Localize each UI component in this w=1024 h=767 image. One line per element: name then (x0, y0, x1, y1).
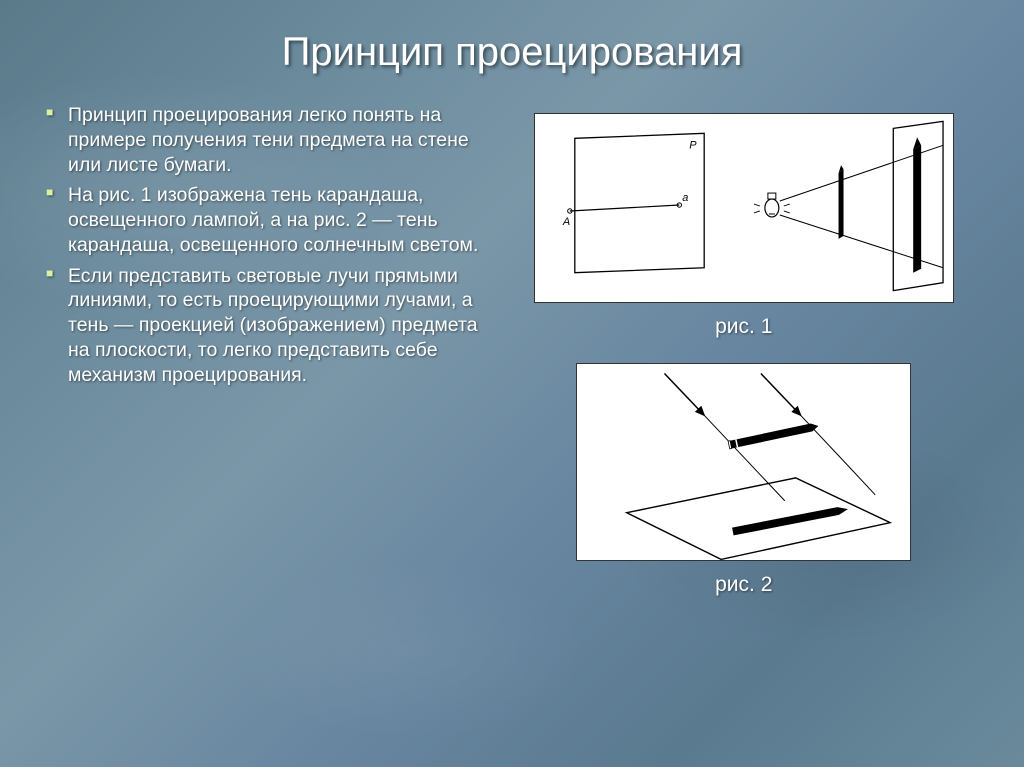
svg-text:P: P (689, 139, 697, 151)
sun-projection-diagram-icon (577, 363, 910, 561)
bullet-item: На рис. 1 изображена тень карандаша, осв… (40, 183, 484, 257)
svg-text:a: a (682, 192, 688, 204)
svg-text:A: A (562, 216, 570, 228)
figure-1-caption: рис. 1 (715, 315, 772, 339)
slide-title: Принцип проецирования (40, 30, 984, 75)
slide: Принцип проецирования Принцип проецирова… (0, 0, 1024, 767)
figure-column: P A a (504, 103, 984, 737)
figure-2 (576, 363, 911, 561)
figure-2-caption: рис. 2 (715, 573, 772, 597)
projection-diagram-icon: P A a (535, 113, 953, 303)
content-row: Принцип проецирования легко понять на пр… (40, 103, 984, 737)
figure-1: P A a (534, 113, 954, 303)
text-column: Принцип проецирования легко понять на пр… (40, 103, 484, 737)
bullet-list: Принцип проецирования легко понять на пр… (40, 103, 484, 387)
bullet-item: Принцип проецирования легко понять на пр… (40, 103, 484, 177)
bullet-item: Если представить световые лучи прямыми л… (40, 264, 484, 388)
